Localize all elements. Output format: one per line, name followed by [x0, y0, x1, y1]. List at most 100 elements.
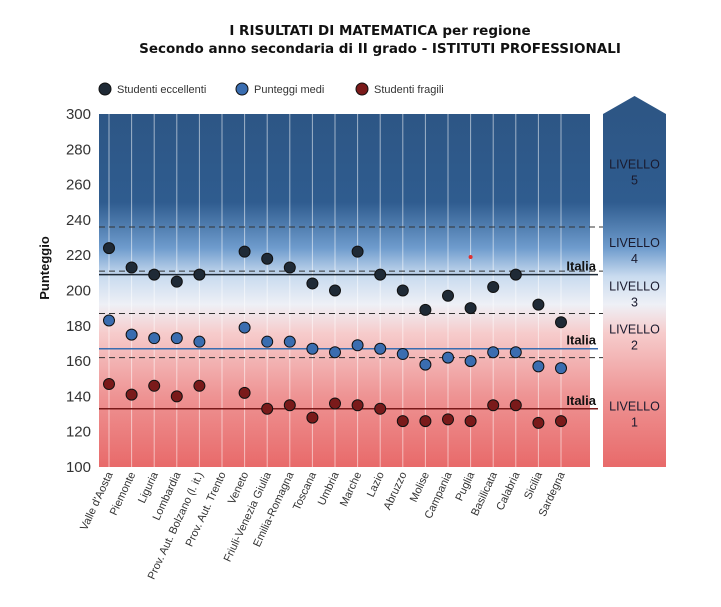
y-tick-label: 140 [66, 388, 91, 405]
category-label: Lazio [365, 470, 387, 499]
point-eccellenti [283, 261, 296, 274]
category-label: Sicilia [522, 469, 545, 501]
point-fragili [148, 379, 161, 392]
point-fragili [464, 415, 477, 428]
point-medi [148, 332, 161, 345]
point-medi [419, 358, 432, 371]
point-eccellenti [464, 302, 477, 315]
legend-label-2: Studenti fragili [374, 84, 444, 96]
point-fragili [193, 379, 206, 392]
point-medi [283, 335, 296, 348]
point-eccellenti [148, 268, 161, 281]
level-number: 3 [631, 295, 638, 309]
level-number: 5 [631, 173, 638, 187]
point-medi [238, 321, 251, 334]
y-tick-label: 100 [66, 459, 91, 476]
plot-background [99, 114, 590, 467]
point-fragili [419, 415, 432, 428]
point-fragili [103, 378, 115, 391]
point-medi [396, 348, 409, 361]
point-eccellenti [103, 242, 115, 255]
level-threshold-lines [99, 226, 666, 359]
point-eccellenti [396, 284, 409, 297]
y-tick-label: 240 [66, 212, 91, 229]
y-tick-label: 260 [66, 177, 91, 194]
point-fragili [396, 415, 409, 428]
level-label: LIVELLO [609, 157, 660, 171]
legend: Studenti eccellenti Punteggi medi Studenti… [98, 82, 444, 96]
legend-label-1: Punteggi medi [254, 84, 324, 96]
level-label: LIVELLO [609, 279, 660, 293]
point-fragili [125, 388, 138, 401]
point-medi [125, 328, 138, 341]
point-fragili [555, 415, 567, 428]
point-eccellenti [487, 280, 500, 293]
legend-marker-0 [98, 82, 112, 96]
point-medi [261, 335, 274, 348]
point-medi [464, 355, 477, 368]
annotation-dot [468, 254, 473, 259]
point-fragili [351, 399, 364, 412]
point-eccellenti [193, 268, 206, 281]
y-axis-label: Punteggio [37, 236, 52, 300]
point-eccellenti [509, 268, 522, 281]
level-label: LIVELLO [609, 323, 660, 337]
point-fragili [329, 397, 341, 410]
point-fragili [261, 402, 274, 415]
y-tick-label: 280 [66, 141, 91, 158]
point-medi [193, 335, 206, 348]
y-tick-label: 220 [66, 247, 91, 264]
point-eccellenti [351, 245, 364, 258]
point-fragili [509, 399, 522, 412]
point-medi [170, 332, 183, 345]
point-medi [374, 342, 387, 355]
category-label: Liguria [136, 469, 161, 505]
point-eccellenti [374, 268, 387, 281]
point-medi [306, 342, 319, 355]
point-eccellenti [125, 261, 138, 274]
legend-marker-1 [235, 82, 249, 96]
point-medi [103, 314, 115, 327]
point-fragili [532, 416, 545, 429]
point-medi [351, 339, 364, 352]
point-eccellenti [442, 289, 454, 302]
italia-label: Italia [566, 393, 596, 408]
chart-title: I RISULTATI DI MATEMATICA per regione [229, 23, 530, 39]
point-medi [487, 346, 500, 359]
italia-label: Italia [566, 333, 596, 348]
level-label: LIVELLO [609, 236, 660, 250]
x-axis-category-labels: Valle d'AostaPiemonteLiguriaLombardiaPro… [78, 469, 568, 581]
point-eccellenti [306, 277, 319, 290]
point-medi [555, 362, 567, 375]
point-fragili [306, 411, 319, 424]
category-label: Molise [408, 470, 432, 504]
level-label: LIVELLO [609, 399, 660, 413]
point-fragili [170, 390, 183, 403]
point-eccellenti [170, 275, 183, 288]
point-medi [329, 346, 341, 359]
point-eccellenti [261, 252, 274, 265]
italia-label: Italia [566, 259, 596, 274]
point-medi [442, 351, 454, 364]
point-medi [532, 360, 545, 373]
level-number: 4 [631, 252, 638, 266]
category-label: Veneto [226, 470, 251, 506]
level-number: 1 [631, 415, 638, 429]
level-number: 2 [631, 339, 638, 353]
point-eccellenti [555, 316, 567, 329]
y-tick-label: 180 [66, 318, 91, 335]
point-fragili [238, 386, 251, 399]
y-tick-label: 200 [66, 283, 91, 300]
y-tick-label: 160 [66, 353, 91, 370]
point-eccellenti [238, 245, 251, 258]
point-eccellenti [532, 298, 545, 311]
annotations [468, 254, 473, 259]
y-tick-label: 300 [66, 106, 91, 123]
chart-subtitle: Secondo anno secondaria di II grado - IS… [139, 41, 621, 57]
legend-marker-2 [355, 82, 369, 96]
legend-label-0: Studenti eccellenti [117, 84, 206, 96]
category-label: Valle d'Aosta [78, 469, 116, 532]
point-eccellenti [329, 284, 341, 297]
point-eccellenti [419, 303, 432, 316]
